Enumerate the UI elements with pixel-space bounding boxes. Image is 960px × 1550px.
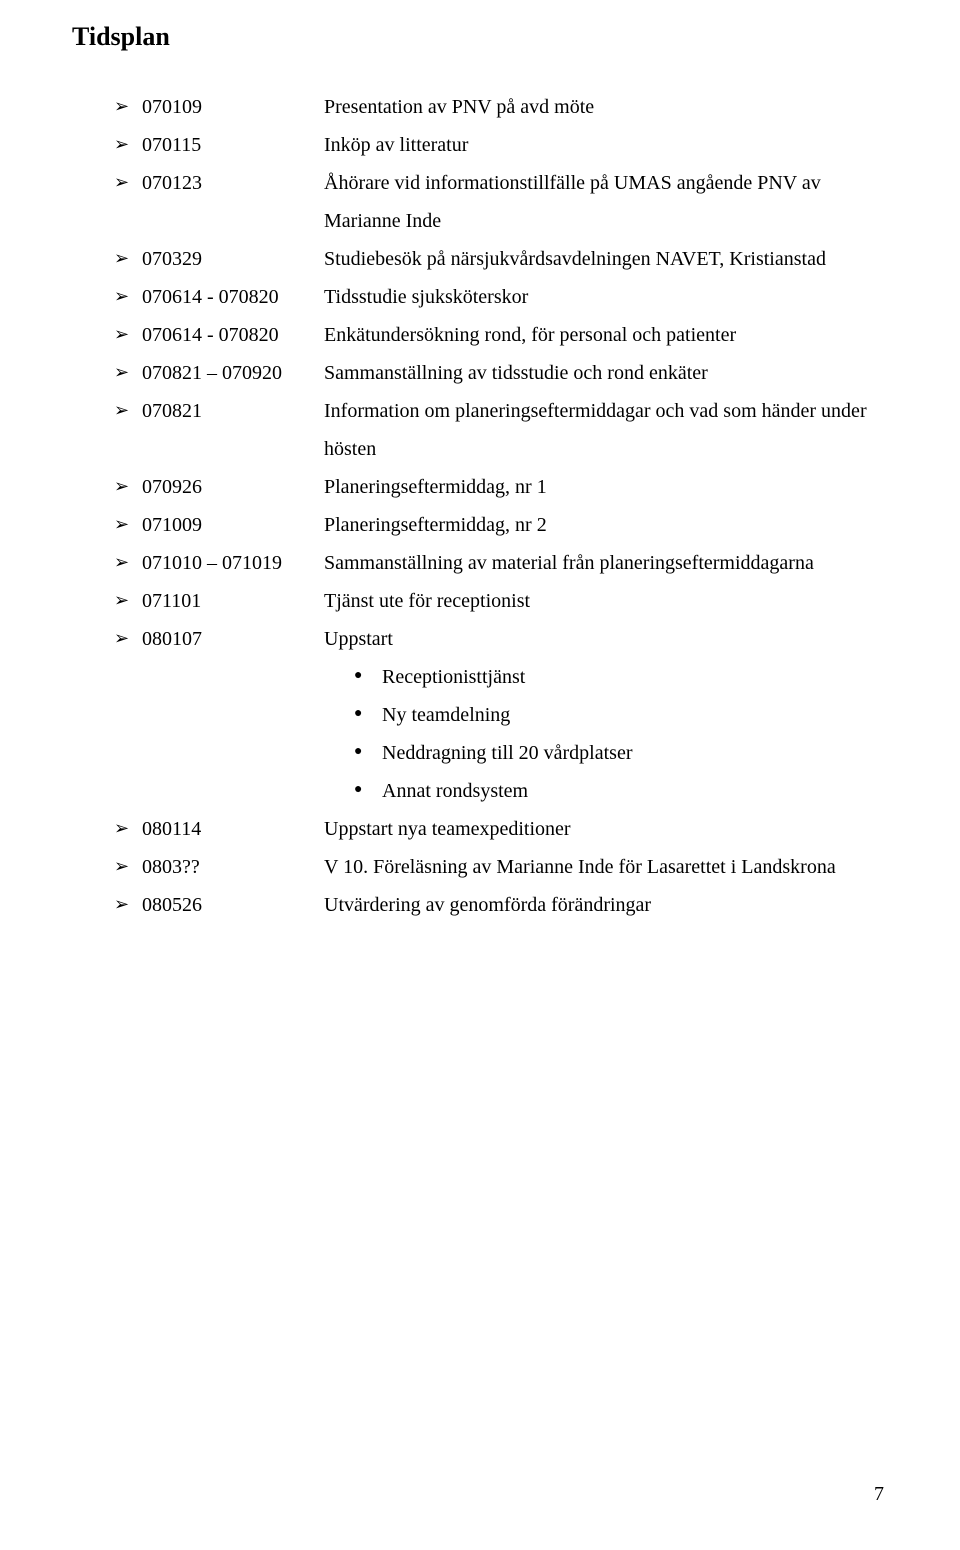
entry-label: Utvärdering av genomförda förändringar [324, 886, 888, 924]
sub-label: Receptionisttjänst [382, 658, 525, 696]
entry-label: V 10. Föreläsning av Marianne Inde för L… [324, 848, 888, 886]
entry-label: Tjänst ute för receptionist [324, 582, 888, 620]
entry-label: Uppstart [324, 620, 888, 658]
list-item: ➢ 070926 Planeringseftermiddag, nr 1 [114, 468, 888, 506]
arrow-icon: ➢ [114, 810, 142, 847]
entry-date: 070614 - 070820 [142, 278, 324, 316]
page: Tidsplan ➢ 070109 Presentation av PNV på… [0, 0, 960, 1550]
list-item: ➢ 070329 Studiebesök på närsjukvårdsavde… [114, 240, 888, 278]
entry-list: ➢ 070109 Presentation av PNV på avd möte… [72, 88, 888, 658]
arrow-icon: ➢ [114, 886, 142, 923]
list-item: ➢ 071010 – 071019 Sammanställning av mat… [114, 544, 888, 582]
sub-label: Annat rondsystem [382, 772, 528, 810]
entry-label: Åhörare vid informationstillfälle på UMA… [324, 164, 888, 240]
entry-label: Uppstart nya teamexpeditioner [324, 810, 888, 848]
arrow-icon: ➢ [114, 848, 142, 885]
page-title: Tidsplan [72, 22, 888, 52]
entry-label: Sammanställning av material från planeri… [324, 544, 888, 582]
list-item: ➢ 0803?? V 10. Föreläsning av Marianne I… [114, 848, 888, 886]
arrow-icon: ➢ [114, 544, 142, 581]
sub-item: ● Annat rondsystem [354, 772, 888, 810]
entry-label: Tidsstudie sjuksköterskor [324, 278, 888, 316]
entry-label: Planeringseftermiddag, nr 2 [324, 506, 888, 544]
entry-date: 070821 – 070920 [142, 354, 324, 392]
list-item: ➢ 070109 Presentation av PNV på avd möte [114, 88, 888, 126]
sub-item: ● Ny teamdelning [354, 696, 888, 734]
arrow-icon: ➢ [114, 240, 142, 277]
arrow-icon: ➢ [114, 126, 142, 163]
list-item: ➢ 080114 Uppstart nya teamexpeditioner [114, 810, 888, 848]
sub-item: ● Neddragning till 20 vårdplatser [354, 734, 888, 772]
entry-date: 070821 [142, 392, 324, 430]
entry-date: 080107 [142, 620, 324, 658]
entry-date: 071010 – 071019 [142, 544, 324, 582]
list-item: ➢ 070614 - 070820 Enkätundersökning rond… [114, 316, 888, 354]
arrow-icon: ➢ [114, 88, 142, 125]
entry-date: 071009 [142, 506, 324, 544]
entry-label: Information om planeringseftermiddagar o… [324, 392, 888, 468]
entry-date: 080114 [142, 810, 324, 848]
arrow-icon: ➢ [114, 620, 142, 657]
entry-label: Studiebesök på närsjukvårdsavdelningen N… [324, 240, 888, 278]
entry-date: 070109 [142, 88, 324, 126]
entry-list-cont: ➢ 080114 Uppstart nya teamexpeditioner ➢… [72, 810, 888, 924]
list-item: ➢ 070123 Åhörare vid informationstillfäl… [114, 164, 888, 240]
arrow-icon: ➢ [114, 582, 142, 619]
entry-label: Presentation av PNV på avd möte [324, 88, 888, 126]
entry-date: 070123 [142, 164, 324, 202]
entry-date: 070115 [142, 126, 324, 164]
arrow-icon: ➢ [114, 316, 142, 353]
list-item: ➢ 080107 Uppstart [114, 620, 888, 658]
list-item: ➢ 080526 Utvärdering av genomförda förän… [114, 886, 888, 924]
page-number: 7 [874, 1483, 884, 1506]
entry-label: Inköp av litteratur [324, 126, 888, 164]
list-item: ➢ 070115 Inköp av litteratur [114, 126, 888, 164]
sub-item: ● Receptionisttjänst [354, 658, 888, 696]
bullet-icon: ● [354, 658, 382, 694]
sub-label: Neddragning till 20 vårdplatser [382, 734, 633, 772]
arrow-icon: ➢ [114, 354, 142, 391]
list-item: ➢ 070614 - 070820 Tidsstudie sjuksköters… [114, 278, 888, 316]
sub-list: ● Receptionisttjänst ● Ny teamdelning ● … [354, 658, 888, 810]
entry-date: 070329 [142, 240, 324, 278]
arrow-icon: ➢ [114, 468, 142, 505]
arrow-icon: ➢ [114, 392, 142, 429]
entry-date: 070614 - 070820 [142, 316, 324, 354]
arrow-icon: ➢ [114, 164, 142, 201]
arrow-icon: ➢ [114, 278, 142, 315]
sub-label: Ny teamdelning [382, 696, 510, 734]
entry-date: 080526 [142, 886, 324, 924]
list-item: ➢ 070821 Information om planeringsefterm… [114, 392, 888, 468]
list-item: ➢ 071009 Planeringseftermiddag, nr 2 [114, 506, 888, 544]
entry-label: Planeringseftermiddag, nr 1 [324, 468, 888, 506]
entry-label: Sammanställning av tidsstudie och rond e… [324, 354, 888, 392]
entry-date: 070926 [142, 468, 324, 506]
bullet-icon: ● [354, 772, 382, 808]
list-item: ➢ 071101 Tjänst ute för receptionist [114, 582, 888, 620]
arrow-icon: ➢ [114, 506, 142, 543]
bullet-icon: ● [354, 696, 382, 732]
entry-label: Enkätundersökning rond, för personal och… [324, 316, 888, 354]
entry-date: 0803?? [142, 848, 324, 886]
bullet-icon: ● [354, 734, 382, 770]
entry-date: 071101 [142, 582, 324, 620]
list-item: ➢ 070821 – 070920 Sammanställning av tid… [114, 354, 888, 392]
